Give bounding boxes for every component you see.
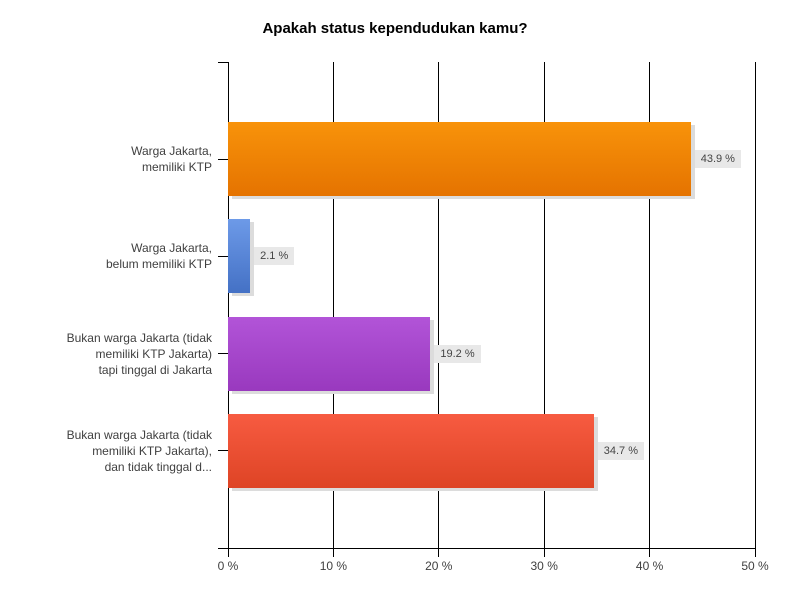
- category-label: Warga Jakarta, memiliki KTP: [12, 143, 212, 175]
- x-tick-label: 20 %: [425, 559, 453, 573]
- category-tick: [218, 255, 228, 257]
- x-tick: [227, 548, 229, 557]
- x-tick-label: 40 %: [635, 559, 664, 573]
- x-tick: [543, 548, 545, 557]
- bar-blue: [228, 219, 251, 294]
- x-tick: [649, 548, 651, 557]
- category-label: Warga Jakarta, belum memiliki KTP: [12, 240, 212, 272]
- category-label-line: tapi tinggal di Jakarta: [98, 362, 212, 377]
- category-label-line: Warga Jakarta,: [131, 241, 212, 256]
- bar-value-label: 2.1 %: [254, 247, 295, 266]
- x-tick: [332, 548, 334, 557]
- category-label: Bukan warga Jakarta (tidak memiliki KTP J…: [12, 427, 212, 475]
- x-axis-line: [218, 548, 756, 549]
- x-tick: [438, 548, 440, 557]
- category-label-line: dan tidak tinggal d...: [104, 459, 212, 474]
- bar-value-label: 34.7 %: [597, 441, 644, 460]
- bar-value-label: 19.2 %: [434, 344, 481, 363]
- gridline: [543, 62, 545, 548]
- category-label: Bukan warga Jakarta (tidak memiliki KTP J…: [12, 330, 212, 378]
- category-tick: [218, 158, 228, 160]
- plot-area: 0 % 10 % 20 % 30 % 40 % 50 % 43.9 % Warga Jakar…: [67, 62, 769, 573]
- x-tick-label: 50 %: [741, 559, 769, 573]
- gridline: [438, 62, 440, 548]
- y-axis-line: [228, 62, 229, 557]
- category-label-line: memiliki KTP Jakarta): [95, 346, 212, 361]
- gridline: [649, 62, 651, 548]
- category-tick: [218, 353, 228, 355]
- bar-orange: [228, 122, 691, 197]
- category-label-line: belum memiliki KTP: [105, 257, 212, 272]
- y-axis-top-tick: [218, 62, 228, 63]
- category-tick: [218, 450, 228, 452]
- chart-title: Apakah status kependudukan kamu?: [262, 20, 528, 37]
- bar-value-label: 43.9 %: [694, 150, 741, 169]
- gridline: [754, 62, 756, 548]
- category-label-line: memiliki KTP: [141, 160, 212, 175]
- bar-red: [228, 413, 594, 488]
- x-tick-label: 10 %: [319, 559, 348, 573]
- category-label-line: Bukan warga Jakarta (tidak: [66, 330, 212, 345]
- x-tick-label: 30 %: [530, 559, 558, 573]
- x-tick-label: 0 %: [217, 559, 239, 573]
- bar-purple: [228, 316, 431, 391]
- x-tick: [754, 548, 756, 557]
- category-label-line: Bukan warga Jakarta (tidak: [66, 427, 212, 442]
- category-label-line: Warga Jakarta,: [131, 144, 212, 159]
- gridline: [332, 62, 334, 548]
- category-label-line: memiliki KTP Jakarta),: [92, 443, 212, 458]
